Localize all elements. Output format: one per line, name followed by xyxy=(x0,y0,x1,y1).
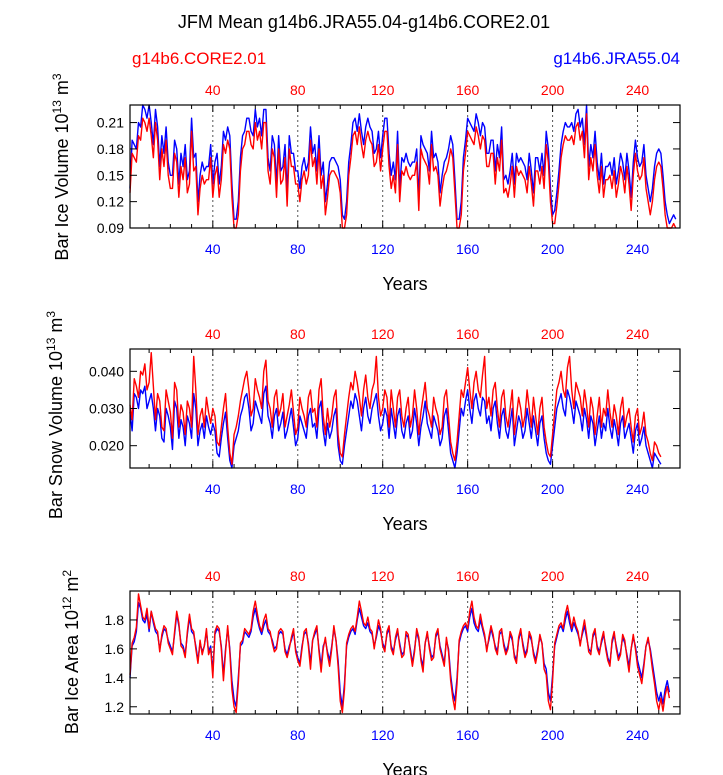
y-axis-title-text: Bar Ice Volume 10 xyxy=(52,113,72,260)
panel-3: 40 80 120 160 200 240 40 80 120 160 200 240 1.2 1.4 1.… xyxy=(60,568,681,775)
y-axis-title: Bar Ice Area 1012 m2 xyxy=(60,570,82,734)
x-tick-label-top: 40 xyxy=(205,82,221,98)
y-axis-title-unit-exp: 2 xyxy=(60,570,74,577)
x-tick-label-bottom: 240 xyxy=(626,241,650,257)
series-line-core xyxy=(129,113,677,229)
y-axis-title-text: Bar Snow Volume 10 xyxy=(46,351,66,519)
y-axis-title-exp: 12 xyxy=(60,596,74,610)
y-tick-label: 0.15 xyxy=(97,167,124,183)
y-axis-title-exp: 13 xyxy=(44,337,58,351)
x-tick-label-top: 80 xyxy=(290,326,306,342)
y-tick-label: 0.21 xyxy=(97,115,124,131)
x-tick-label-bottom: 120 xyxy=(371,481,395,497)
x-axis-title: Years xyxy=(382,274,427,294)
y-tick-label: 1.4 xyxy=(105,670,125,686)
x-tick-label-bottom: 160 xyxy=(456,241,480,257)
x-tick-label-bottom: 80 xyxy=(290,481,306,497)
y-axis-title-unit-exp: 3 xyxy=(44,311,58,318)
y-axis-title-unit: m xyxy=(52,80,72,100)
y-tick-label: 0.18 xyxy=(97,141,124,157)
y-tick-label: 0.12 xyxy=(97,194,124,210)
x-tick-label-bottom: 200 xyxy=(541,241,565,257)
x-tick-label-top: 200 xyxy=(541,326,565,342)
legend-core-label: g14b6.CORE2.01 xyxy=(132,49,266,68)
x-tick-label-top: 200 xyxy=(541,568,565,584)
x-tick-label-bottom: 160 xyxy=(456,727,480,743)
y-tick-label: 1.2 xyxy=(105,699,125,715)
x-tick-label-top: 160 xyxy=(456,326,480,342)
x-tick-label-bottom: 240 xyxy=(626,481,650,497)
x-tick-label-bottom: 80 xyxy=(290,727,306,743)
y-tick-label: 0.030 xyxy=(89,401,124,417)
x-tick-label-top: 80 xyxy=(290,568,306,584)
x-tick-label-bottom: 160 xyxy=(456,481,480,497)
x-tick-label-top: 240 xyxy=(626,568,650,584)
y-axis-title-exp: 13 xyxy=(50,100,64,114)
x-tick-label-top: 240 xyxy=(626,326,650,342)
y-tick-label: 0.09 xyxy=(97,220,124,236)
x-tick-label-top: 40 xyxy=(205,326,221,342)
y-axis-title-unit: m xyxy=(46,318,66,338)
x-tick-label-top: 160 xyxy=(456,568,480,584)
series-line-jra xyxy=(129,385,662,469)
y-axis-title-unit-exp: 3 xyxy=(50,73,64,80)
panel-2: 40 80 120 160 200 240 40 80 120 160 200 240 0.020 0.0… xyxy=(44,311,681,534)
y-axis-title-text: Bar Ice Area 10 xyxy=(62,610,82,734)
y-tick-label: 0.040 xyxy=(89,363,124,379)
x-tick-label-bottom: 120 xyxy=(371,241,395,257)
x-tick-label-top: 120 xyxy=(371,326,395,342)
y-tick-label: 0.020 xyxy=(89,438,124,454)
x-tick-label-bottom: 240 xyxy=(626,727,650,743)
plot-frame xyxy=(129,590,681,715)
chart-title: JFM Mean g14b6.JRA55.04-g14b6.CORE2.01 xyxy=(178,12,550,32)
y-axis-title: Bar Ice Volume 1013 m3 xyxy=(50,73,72,260)
x-tick-label-top: 200 xyxy=(541,82,565,98)
x-tick-label-top: 160 xyxy=(456,82,480,98)
x-tick-label-top: 80 xyxy=(290,82,306,98)
y-axis-title-unit: m xyxy=(62,577,82,597)
x-tick-label-top: 40 xyxy=(205,568,221,584)
x-tick-label-bottom: 120 xyxy=(371,727,395,743)
x-tick-label-top: 120 xyxy=(371,568,395,584)
series-line-core xyxy=(129,352,662,465)
x-axis-title: Years xyxy=(382,760,427,775)
series-line-core xyxy=(129,593,671,714)
x-tick-label-bottom: 40 xyxy=(205,241,221,257)
y-tick-label: 1.8 xyxy=(105,612,125,628)
x-tick-label-bottom: 80 xyxy=(290,241,306,257)
x-tick-label-bottom: 40 xyxy=(205,727,221,743)
x-tick-label-bottom: 200 xyxy=(541,481,565,497)
legend-jra-label: g14b6.JRA55.04 xyxy=(553,49,680,68)
x-tick-label-bottom: 40 xyxy=(205,481,221,497)
panel-1: 40 80 120 160 200 240 40 80 120 160 200 240 0.09 0.12… xyxy=(50,73,681,294)
x-axis-title: Years xyxy=(382,514,427,534)
plot-frame xyxy=(129,104,681,229)
x-tick-label-top: 120 xyxy=(371,82,395,98)
x-tick-label-bottom: 200 xyxy=(541,727,565,743)
y-tick-label: 1.6 xyxy=(105,641,125,657)
y-axis-title: Bar Snow Volume 1013 m3 xyxy=(44,311,66,519)
x-tick-label-top: 240 xyxy=(626,82,650,98)
